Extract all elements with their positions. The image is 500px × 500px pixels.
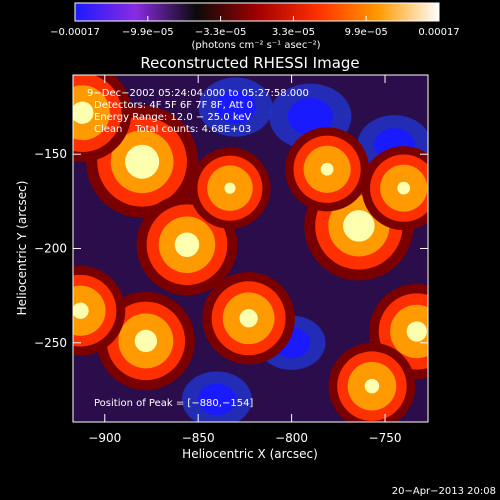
y-axis-ticks: −150 −200 −250 xyxy=(34,147,428,350)
chart-title: Reconstructed RHESSI Image xyxy=(140,54,359,72)
x-tick-label: −750 xyxy=(369,431,402,445)
annotation-time: 9−Dec−2002 05:24:04.000 to 05:27:58.000 xyxy=(87,88,309,99)
source-core xyxy=(364,378,380,394)
colorbar-ticks: −0.00017 −9.9e−05 −3.3e−05 3.3e−05 9.9e−05 0.… xyxy=(50,16,460,38)
y-tick-label: −250 xyxy=(34,336,67,350)
source-core xyxy=(224,182,236,194)
source-core xyxy=(174,232,200,257)
colorbar-tick-label: −9.9e−05 xyxy=(122,27,174,38)
render-timestamp: 20−Apr−2013 20:08 xyxy=(392,486,496,497)
colorbar-tick-label: −3.3e−05 xyxy=(195,27,247,38)
x-tick-label: −900 xyxy=(88,431,121,445)
source-mid xyxy=(73,285,106,336)
source-core xyxy=(125,144,160,179)
source-core xyxy=(406,321,427,342)
negative-source-core xyxy=(215,90,256,124)
source-core xyxy=(320,162,334,176)
negative-source-core xyxy=(197,383,237,416)
source-core xyxy=(239,309,258,328)
colorbar-unit-label: (photons cm⁻² s⁻¹ asec⁻²) xyxy=(191,40,320,51)
annotation-energy: Energy Range: 12.0 − 25.0 keV xyxy=(94,112,251,123)
colorbar-tick-label: 0.00017 xyxy=(418,27,459,38)
source-core xyxy=(343,210,375,242)
colorbar-tick-label: −0.00017 xyxy=(50,27,100,38)
heatmap-sources xyxy=(73,75,428,422)
x-tick-label: −800 xyxy=(275,431,308,445)
annotation-detectors: Detectors: 4F 5F 6F 7F 8F, Att 0 xyxy=(94,100,253,111)
x-axis-ticks: −900 −850 −800 −750 xyxy=(88,75,402,445)
heatmap-image xyxy=(73,75,428,422)
annotation-block: 9−Dec−2002 05:24:04.000 to 05:27:58.000 … xyxy=(87,88,309,135)
source-core xyxy=(134,329,158,353)
colorbar xyxy=(74,2,440,22)
peak-position-label: Position of Peak = [−880,−154] xyxy=(94,398,253,409)
x-tick-label: −850 xyxy=(182,431,215,445)
colorbar-tick-label: 3.3e−05 xyxy=(272,27,315,38)
x-axis-label: Heliocentric X (arcsec) xyxy=(182,447,318,461)
source-core xyxy=(397,181,411,195)
colorbar-tick-label: 9.9e−05 xyxy=(345,27,388,38)
negative-source-core xyxy=(287,97,333,135)
y-tick-label: −200 xyxy=(34,242,67,256)
source-core xyxy=(73,302,89,319)
y-tick-label: −150 xyxy=(34,147,67,161)
y-axis-label: Heliocentric Y (arcsec) xyxy=(15,181,29,316)
annotation-clean-counts: Clean Total counts: 4.68E+03 xyxy=(94,124,251,135)
source-core xyxy=(73,101,94,124)
